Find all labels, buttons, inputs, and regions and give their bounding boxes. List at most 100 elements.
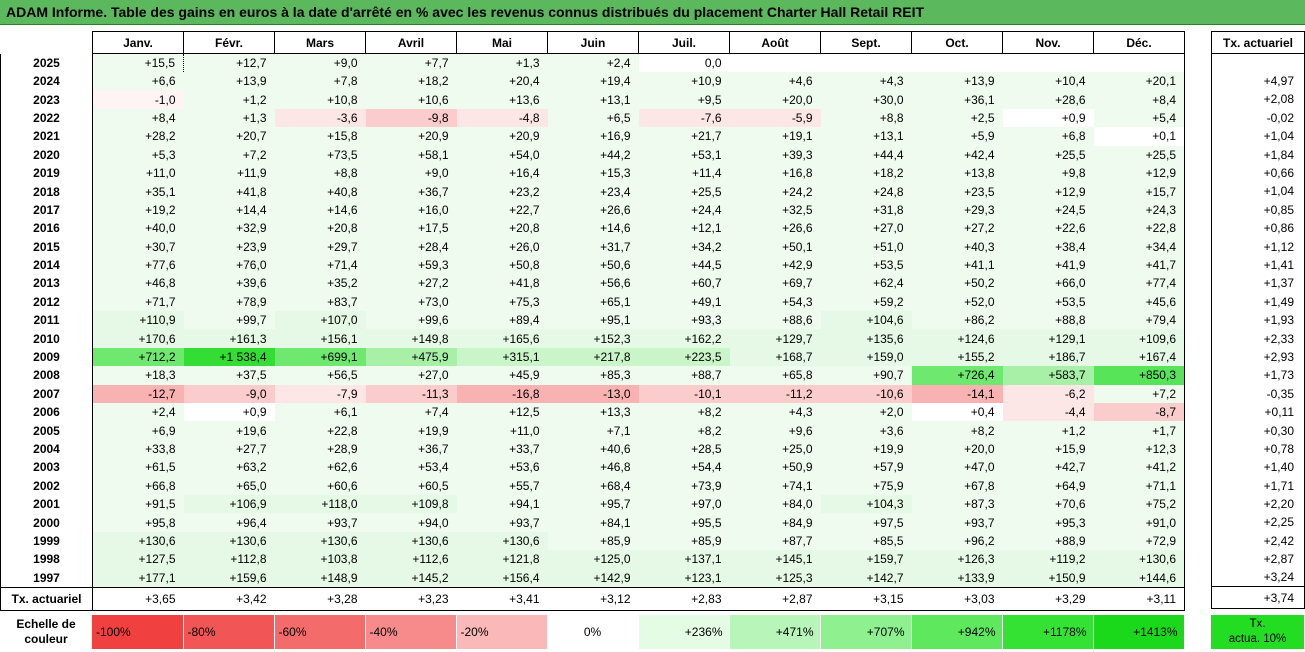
table-row: 2011 +110,9 +99,7 +107,0 +99,6 +89,4 +95,1 +93,… [0,311,1185,330]
gain-cell: +11,4 [638,163,730,183]
month-header-2: Févr. [183,31,275,54]
gain-cell: +91,0 [1093,513,1185,532]
gain-cell: +125,0 [547,550,639,569]
table-row: 2022 +8,4 +1,3 -3,6 -9,8 -4,8 +6,5 -7,6 -5,9 +8,8… [0,108,1185,128]
gain-cell: +24,8 [820,182,912,201]
year-label: 2016 [0,219,93,238]
table-row: 2005 +6,9 +19,6 +22,8 +19,9 +11,0 +7,1 +8,2 +9,6… [0,421,1185,440]
gain-cell: +61,5 [92,458,184,477]
month-header-9: Sept. [820,31,912,54]
gain-cell: +58,1 [365,145,457,164]
gain-cell: +36,7 [365,182,457,201]
gain-cell: +159,6 [183,568,275,588]
gain-cell: +31,7 [547,237,639,256]
gain-cell: +130,6 [365,531,457,551]
gain-cell: +137,1 [638,550,730,569]
gain-cell: +5,9 [911,127,1003,146]
year-label: 2018 [0,182,93,201]
gain-cell: +22,7 [456,200,548,220]
gain-cell [820,53,912,72]
gain-cell: +15,3 [547,163,639,183]
gain-cell: +87,7 [729,531,821,551]
gain-cell: +64,9 [1002,476,1094,495]
gain-cell: +12,9 [1002,182,1094,201]
gain-cell: +30,0 [820,90,912,109]
gain-cell: +12,1 [638,219,730,238]
gain-cell: +95,3 [1002,513,1094,532]
gain-cell: +77,6 [92,255,184,275]
scale-swatch: +1178% [1002,615,1094,649]
gain-cell: +104,3 [820,494,912,514]
corner-cell [0,31,93,54]
table-row: 2015 +30,7 +23,9 +29,7 +28,4 +26,0 +31,7 +34,2 +… [0,237,1185,256]
gain-cell: +67,8 [911,476,1003,495]
gain-cell: +95,5 [638,513,730,532]
table-row: 2012 +71,7 +78,9 +83,7 +73,0 +75,3 +65,1 +49,1 +… [0,292,1185,312]
gain-cell: +33,7 [456,439,548,459]
gain-cell: +69,7 [729,274,821,293]
actuarial-rate-cell: +2,20 [1211,494,1305,514]
year-label: 2006 [0,403,93,422]
year-label: 2002 [0,476,93,495]
gain-cell: +51,0 [820,237,912,256]
gain-cell: +84,9 [729,513,821,532]
gain-cell: +54,0 [456,145,548,164]
gain-cell: +50,1 [729,237,821,256]
gain-cell: +66,8 [92,476,184,495]
gain-cell: +60,6 [274,476,366,495]
gain-cell: +0,4 [911,403,1003,422]
gain-cell: +38,4 [1002,237,1094,256]
gain-cell: +99,6 [365,311,457,330]
gain-cell: +583,7 [1002,366,1094,385]
gain-cell: +40,3 [911,237,1003,256]
actuarial-rate-cell: +2,33 [1211,329,1305,348]
actuarial-rate-cell: +0,11 [1211,402,1305,422]
scale-swatch: -100% [92,615,184,649]
gain-cell: +7,8 [274,72,366,91]
gain-cell: +32,5 [729,200,821,220]
year-label: 1998 [0,550,93,569]
gain-cell: +28,4 [365,237,457,256]
scale-swatch: -60% [274,615,366,649]
gain-cell: +109,6 [1093,329,1185,348]
actuarial-rate-cell: +1,84 [1211,145,1305,164]
totals-label: Tx. actuariel [0,586,93,611]
gain-cell: +35,2 [274,274,366,293]
gain-cell: +50,2 [911,274,1003,293]
gain-cell: +142,7 [820,568,912,588]
gain-cell: +28,6 [1002,90,1094,109]
gain-cell: +15,7 [1093,182,1185,201]
gain-cell: +22,6 [1002,219,1094,238]
gain-cell: +20,7 [183,127,275,146]
gain-cell: -14,1 [911,384,1003,404]
scale-swatch: -80% [183,615,275,649]
gain-cell: +90,7 [820,366,912,385]
gain-cell: +177,1 [92,568,184,588]
year-label: 2023 [0,90,93,109]
gain-cell: +1,7 [1093,421,1185,440]
gain-cell: +62,6 [274,458,366,477]
month-header-11: Nov. [1002,31,1094,54]
gain-cell: +41,2 [1093,458,1185,477]
gain-cell: +126,3 [911,550,1003,569]
total-rate-cell: +3,03 [911,586,1003,611]
gain-cell: +20,9 [456,127,548,146]
gain-cell: +84,0 [729,494,821,514]
gain-cell: +63,2 [183,458,275,477]
gain-cell: +36,7 [365,439,457,459]
gain-cell: +74,1 [729,476,821,495]
gain-cell: +28,2 [92,127,184,146]
gain-cell: +24,2 [729,182,821,201]
gain-cell: +45,9 [456,366,548,385]
total-rate-cell: +3,29 [1002,586,1094,611]
table-row: 2021 +28,2 +20,7 +15,8 +20,9 +20,9 +16,9 +21,7 +… [0,127,1185,146]
gain-cell: +96,4 [183,513,275,532]
gain-cell: +159,7 [820,550,912,569]
scale-swatch: +942% [911,615,1003,649]
actuarial-rate-cell [1211,53,1305,72]
month-header-row: Janv. Févr. Mars Avril Mai Juin Juil. Août Sept.… [0,31,1185,54]
table-row: 2007 -12,7 -9,0 -7,9 -11,3 -16,8 -13,0 -10,1 -11… [0,384,1185,404]
actuarial-rate-cell: +1,04 [1211,127,1305,146]
gain-cell: +52,0 [911,292,1003,312]
year-label: 2014 [0,255,93,275]
